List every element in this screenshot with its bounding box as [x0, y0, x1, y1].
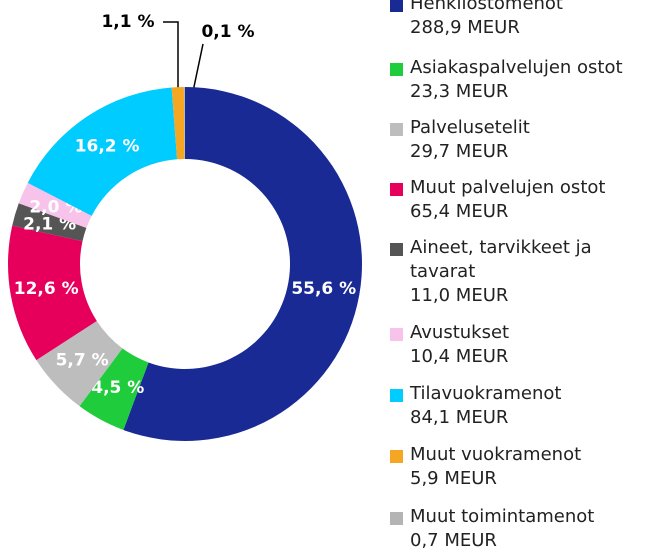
value-label: 16,2 %	[75, 136, 140, 156]
legend-label: Muut palvelujen ostot	[410, 177, 606, 198]
legend-amount: 288,9 MEUR	[410, 17, 520, 38]
legend-label: Avustukset	[410, 322, 510, 343]
donut-slice	[36, 321, 123, 407]
chart: 55,6 %4,5 %5,7 %12,6 %2,1 %2,0 %16,2 %1,…	[7, 12, 362, 441]
leader-line	[163, 21, 179, 92]
legend-swatch	[390, 512, 403, 525]
legend-amount: 84,1 MEUR	[410, 407, 509, 428]
legend-amount: 29,7 MEUR	[410, 141, 509, 162]
donut-slice	[18, 182, 92, 228]
value-label: 0,1 %	[201, 22, 254, 42]
legend-swatch	[390, 123, 403, 136]
legend-label: Muut vuokramenot	[410, 444, 582, 465]
legend-swatch	[390, 450, 403, 463]
value-label: 55,6 %	[291, 279, 356, 299]
legend-label: Asiakaspalvelujen ostot	[410, 57, 623, 78]
donut-slice	[27, 87, 178, 216]
donut-slice	[183, 87, 185, 160]
donut-slice	[79, 348, 149, 430]
donut-slice	[171, 87, 185, 160]
value-label: 2,1 %	[23, 214, 76, 234]
legend-label: Aineet, tarvikkeet ja tavarat	[410, 237, 592, 282]
value-label: 5,7 %	[56, 350, 109, 370]
legend-label: Palvelusetelit	[410, 117, 530, 138]
legend-swatch	[390, 243, 403, 256]
legend-swatch	[390, 389, 403, 402]
donut-slice	[12, 203, 87, 242]
value-label: 1,1 %	[101, 12, 154, 32]
legend-swatch	[390, 0, 403, 12]
legend-amount: 65,4 MEUR	[410, 201, 509, 222]
legend-amount: 0,7 MEUR	[410, 530, 497, 551]
value-label: 12,6 %	[14, 279, 79, 299]
legend-amount: 11,0 MEUR	[410, 285, 509, 306]
legend-label: Tilavuokramenot	[410, 383, 562, 404]
donut-slice	[7, 225, 97, 361]
legend-label: Muut toimintamenot	[410, 506, 595, 527]
donut-slice	[123, 87, 362, 441]
legend-swatch	[390, 328, 403, 341]
value-label: 4,5 %	[91, 378, 144, 398]
legend-swatch	[390, 183, 403, 196]
legend-swatch	[390, 63, 403, 76]
legend-amount: 10,4 MEUR	[410, 346, 509, 367]
legend-amount: 23,3 MEUR	[410, 81, 509, 102]
legend-amount: 5,9 MEUR	[410, 468, 497, 489]
legend-label: Henkilöstömenot	[410, 0, 563, 14]
